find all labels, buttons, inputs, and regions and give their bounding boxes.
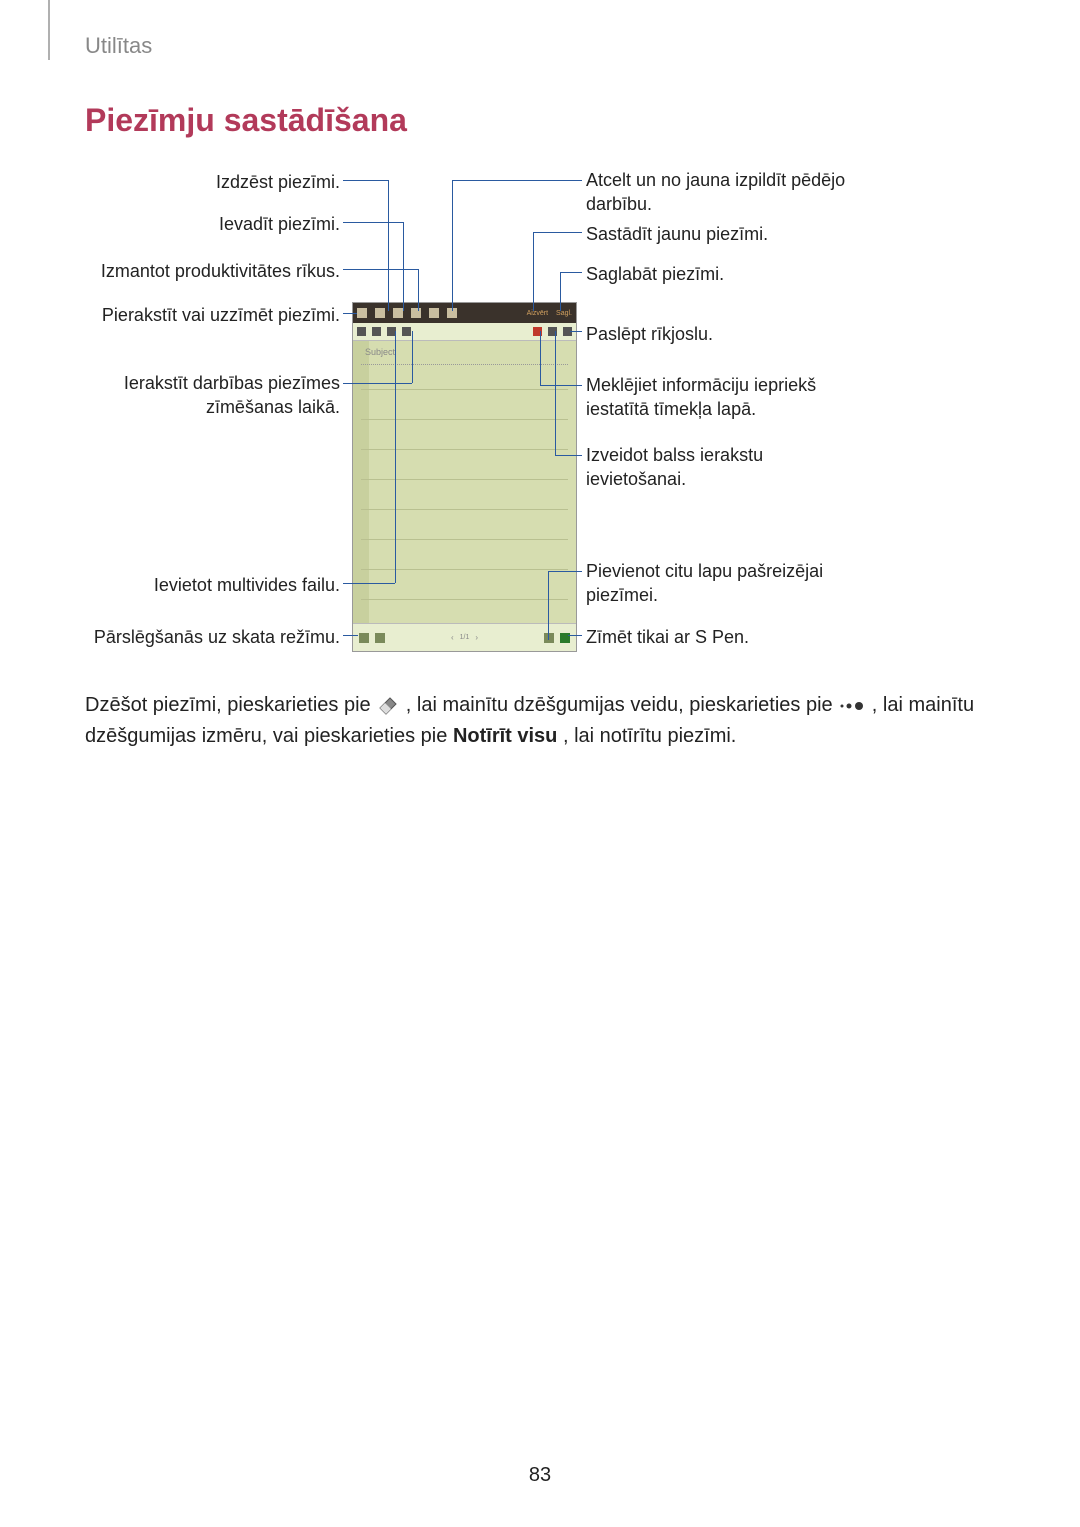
callout-enter-memo: Ievadīt piezīmi.: [85, 212, 340, 236]
callout-undo-redo: Atcelt un no jauna izpildīt pēdējo darbī…: [586, 168, 906, 217]
sub-toolbar: [353, 323, 576, 341]
text-tool-icon[interactable]: [393, 308, 403, 318]
callout-spen-only: Zīmēt tikai ar S Pen.: [586, 625, 906, 649]
prev-page-icon[interactable]: ‹: [451, 633, 454, 642]
subtool-2-icon[interactable]: [372, 327, 381, 336]
callout-voice-record: Izveidot balss ierakstu ievietošanai.: [586, 443, 906, 492]
save-button[interactable]: Sagl.: [556, 310, 572, 317]
pen-icon[interactable]: [357, 308, 367, 318]
page-indicator: 1/1: [460, 634, 470, 641]
callout-record-actions: Ierakstīt darbības piezīmes zīmēšanas la…: [85, 371, 340, 420]
desc-part4: , lai notīrītu piezīmi.: [563, 725, 736, 747]
top-toolbar: Aizvērt Sagl.: [353, 303, 576, 323]
bottom-icon-2[interactable]: [375, 633, 385, 643]
page-left-border: [48, 0, 50, 60]
description-paragraph: Dzēšot piezīmi, pieskarieties pie , lai …: [85, 690, 995, 752]
undo-icon[interactable]: [429, 308, 439, 318]
subject-field[interactable]: Subject: [361, 347, 568, 365]
close-button[interactable]: Aizvērt: [527, 310, 548, 317]
desc-part1: Dzēšot piezīmi, pieskarieties pie: [85, 694, 376, 716]
spen-only-icon[interactable]: [560, 633, 570, 643]
callout-write-draw: Pierakstīt vai uzzīmēt piezīmi.: [85, 303, 340, 327]
callout-hide-toolbar: Paslēpt rīkjoslu.: [586, 322, 906, 346]
subtool-1-icon[interactable]: [357, 327, 366, 336]
desc-part2: , lai mainītu dzēšgumijas veidu, pieskar…: [406, 694, 838, 716]
callout-productivity-tools: Izmantot produktivitātes rīkus.: [85, 259, 340, 283]
size-dots-icon: [838, 699, 866, 713]
record-icon[interactable]: [402, 327, 411, 336]
page-title: Piezīmju sastādīšana: [85, 102, 407, 139]
breadcrumb: Utilītas: [85, 33, 152, 59]
productivity-icon[interactable]: [411, 308, 421, 318]
snote-screenshot: Aizvērt Sagl. Subject ‹ 1/1 ›: [352, 302, 577, 652]
eraser-icon: [376, 697, 400, 715]
viewmode-icon[interactable]: [359, 633, 369, 643]
desc-bold: Notīrīt visu: [453, 725, 557, 747]
eraser-tool-icon[interactable]: [375, 308, 385, 318]
page-number: 83: [0, 1464, 1080, 1487]
callout-erase-memo: Izdzēst piezīmi.: [85, 170, 340, 194]
next-page-icon[interactable]: ›: [475, 633, 478, 642]
callout-search-web: Meklējiet informāciju iepriekš iestatītā…: [586, 373, 906, 422]
callout-save-memo: Saglabāt piezīmi.: [586, 262, 906, 286]
bottom-toolbar: ‹ 1/1 ›: [353, 623, 576, 651]
callout-new-memo: Sastādīt jaunu piezīmi.: [586, 222, 906, 246]
callout-add-page: Pievienot citu lapu pašreizējai piezīmei…: [586, 559, 906, 608]
callout-view-mode: Pārslēgšanās uz skata režīmu.: [85, 625, 340, 649]
callout-insert-media: Ievietot multivides failu.: [85, 573, 340, 597]
